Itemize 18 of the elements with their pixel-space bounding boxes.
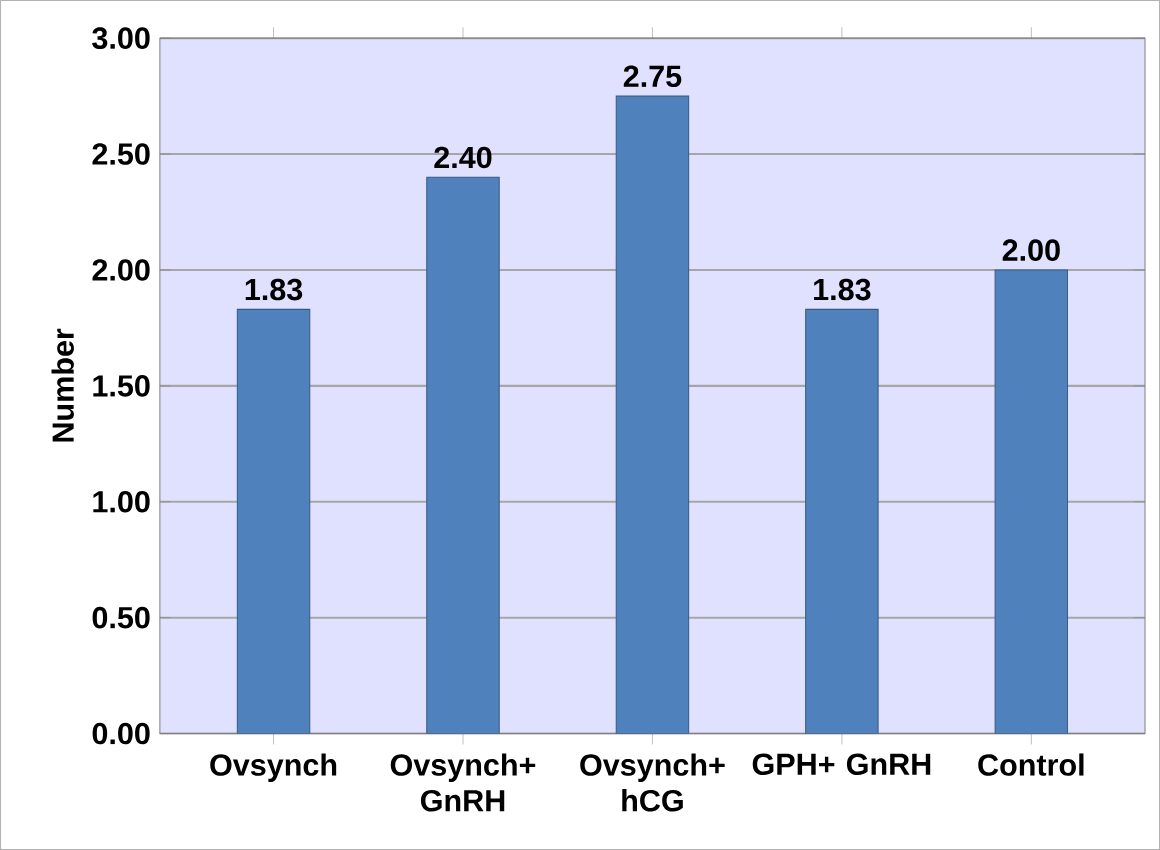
data-label: 1.83 — [814, 278, 871, 301]
x-tick-label: Ovsynch — [210, 753, 337, 782]
y-tick-label: 1.50 — [93, 375, 150, 397]
data-label: 2.00 — [1002, 239, 1060, 261]
x-tick-label: Ovsynch+ hCG — [580, 753, 725, 812]
y-tick-label: 0.50 — [92, 606, 150, 629]
data-label: 2.75 — [623, 65, 682, 88]
y-tick-label: 2.50 — [92, 143, 150, 165]
y-tick-label: 0.00 — [92, 722, 150, 745]
data-label: 1.83 — [245, 278, 303, 301]
x-tick-label: Ovsynch+ GnRH — [390, 753, 536, 812]
y-tick-label: 3.00 — [92, 27, 150, 50]
data-label: 2.40 — [434, 146, 492, 169]
x-tick-label: Control — [978, 753, 1084, 776]
y-tick-label: 1.00 — [93, 490, 150, 513]
y-tick-label: 2.00 — [92, 259, 150, 281]
x-tick-label: GPH+ GnRH — [752, 753, 931, 776]
y-axis-title: Number — [51, 328, 74, 442]
